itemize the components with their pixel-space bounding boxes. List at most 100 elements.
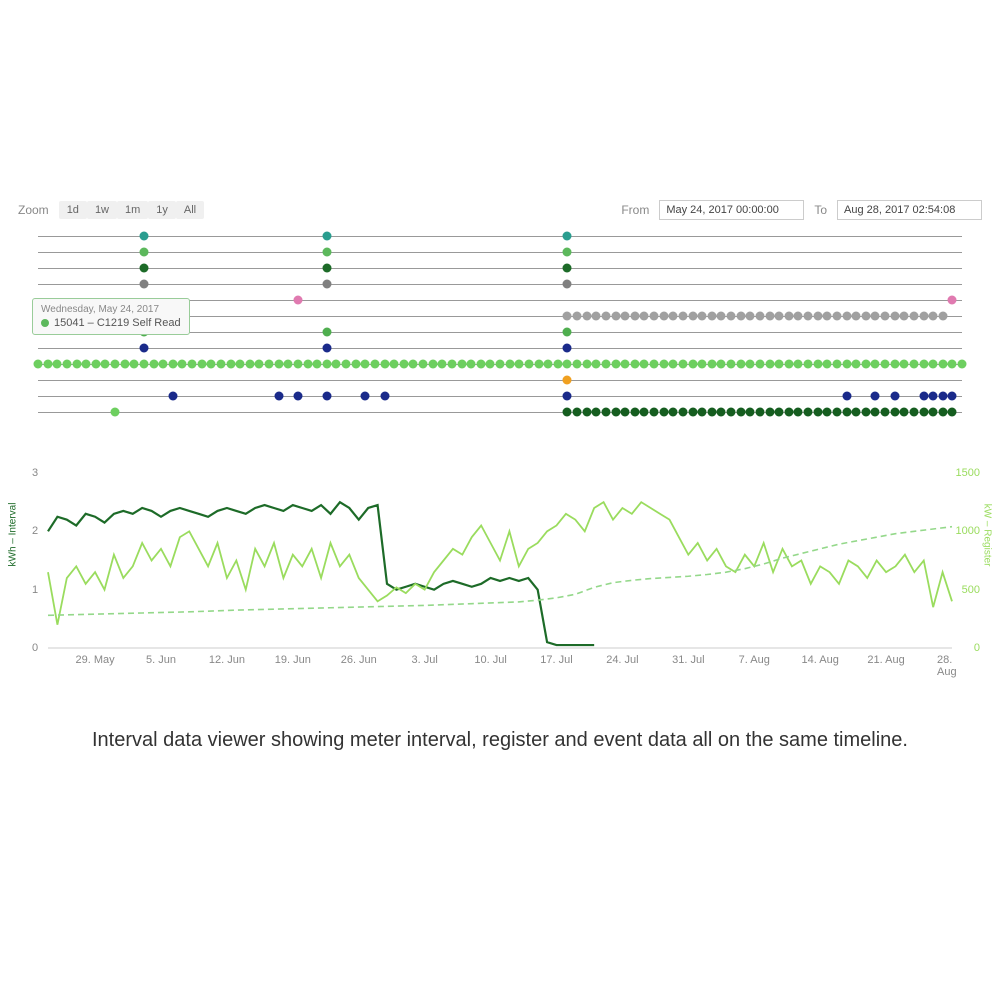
event-dot [688,360,697,369]
x-tick: 10. Jul [474,654,506,666]
line-chart[interactable]: kWh – Interval kW – Register 01230500100… [18,473,982,708]
event-dot [669,408,678,417]
event-dot [794,408,803,417]
event-dot [861,312,870,321]
y-left-tick: 1 [32,584,38,596]
event-dot [274,360,283,369]
zoom-1y-button[interactable]: 1y [148,201,176,219]
event-dot [659,408,668,417]
event-dot [919,360,928,369]
event-dot [832,312,841,321]
zoom-1m-button[interactable]: 1m [117,201,148,219]
event-dot [659,360,668,369]
event-dot [91,360,100,369]
event-dot [303,360,312,369]
event-dot [871,312,880,321]
event-dot [207,360,216,369]
event-dot [139,360,148,369]
event-row [38,252,962,253]
event-dot [938,312,947,321]
event-dot [832,408,841,417]
series-register-solid [48,502,952,625]
event-dot [120,360,129,369]
event-dot [611,360,620,369]
zoom-1d-button[interactable]: 1d [59,201,87,219]
event-dot [265,360,274,369]
event-dot [909,312,918,321]
event-dot [929,360,938,369]
event-dot [563,232,572,241]
event-dot [900,312,909,321]
event-dot [544,360,553,369]
event-dot [881,312,890,321]
to-label: To [814,203,827,217]
event-dot [611,408,620,417]
event-dot [313,360,322,369]
zoom-1w-button[interactable]: 1w [87,201,117,219]
event-row [38,236,962,237]
event-dot [804,312,813,321]
event-dot [322,392,331,401]
event-dot [563,376,572,385]
event-dot [322,248,331,257]
event-dot [332,360,341,369]
event-dot [669,312,678,321]
event-dot [842,408,851,417]
event-dot [698,360,707,369]
event-dot [476,360,485,369]
event-dot [409,360,418,369]
event-dot [563,408,572,417]
y-right-tick: 1500 [956,467,980,479]
event-dot [746,312,755,321]
event-dot [784,312,793,321]
event-dot [842,360,851,369]
caption: Interval data viewer showing meter inter… [18,726,982,754]
event-dot [630,312,639,321]
event-row [38,380,962,381]
event-dot [467,360,476,369]
event-dot [515,360,524,369]
event-dot [361,392,370,401]
event-dot [322,360,331,369]
event-dot [958,360,967,369]
event-dot [390,360,399,369]
event-dot [727,312,736,321]
x-tick: 29. May [76,654,115,666]
event-dot [563,264,572,273]
x-tick: 21. Aug [867,654,904,666]
event-dot [823,408,832,417]
event-dot [871,392,880,401]
event-dot [496,360,505,369]
zoom-all-button[interactable]: All [176,201,204,219]
from-date-input[interactable] [659,200,804,220]
tooltip-dot-icon [41,319,49,327]
y-axis-right-label: kW – Register [982,503,993,566]
event-dot [698,312,707,321]
event-dot [351,360,360,369]
event-dot [592,408,601,417]
x-tick: 24. Jul [606,654,638,666]
event-dot [139,280,148,289]
event-dot [111,408,120,417]
event-dot [727,408,736,417]
event-dot [746,360,755,369]
event-dot [717,360,726,369]
event-row [38,284,962,285]
event-dot [419,360,428,369]
event-dot [197,360,206,369]
series-interval [48,502,594,645]
event-dot [794,360,803,369]
event-dot [717,408,726,417]
to-date-input[interactable] [837,200,982,220]
event-dot [755,408,764,417]
event-timeline-chart[interactable]: Wednesday, May 24, 2017 15041 – C1219 Se… [18,228,982,443]
event-dot [804,408,813,417]
event-dot [659,312,668,321]
y-right-tick: 0 [974,642,980,654]
event-dot [139,248,148,257]
event-dot [178,360,187,369]
tooltip-date: Wednesday, May 24, 2017 [41,304,181,315]
event-dot [226,360,235,369]
event-dot [111,360,120,369]
y-right-tick: 500 [962,584,980,596]
